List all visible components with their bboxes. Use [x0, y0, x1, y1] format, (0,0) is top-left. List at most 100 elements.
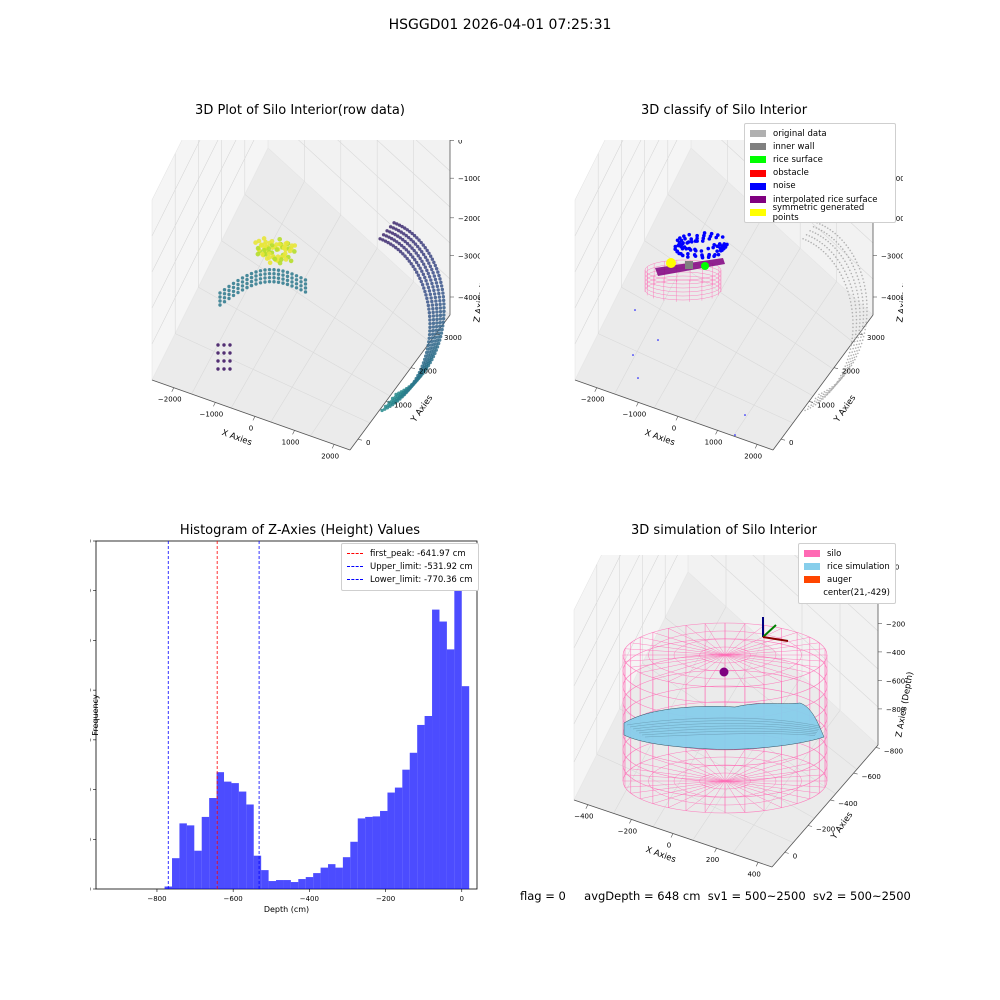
- legend-swatch: [750, 130, 766, 138]
- histogram-bar: [387, 792, 395, 889]
- grid-line: [644, 240, 834, 370]
- data-point: [832, 253, 835, 256]
- legend-item: auger: [804, 573, 890, 586]
- grid-line: [573, 555, 640, 687]
- data-point: [245, 285, 249, 290]
- data-point: [859, 314, 861, 317]
- data-point: [860, 342, 863, 345]
- data-point: [437, 328, 441, 332]
- legend-label: Lower_limit: -770.36 cm: [370, 574, 473, 585]
- data-point: [285, 274, 290, 279]
- data-point: [857, 264, 860, 267]
- flag-label: flag = 0: [520, 889, 566, 903]
- legend-swatch: [804, 576, 820, 584]
- data-point: [395, 399, 400, 403]
- grid-line: [710, 555, 879, 708]
- data-point: [860, 271, 862, 273]
- data-point: [835, 265, 837, 268]
- data-point: [421, 252, 426, 257]
- y-tick: [780, 438, 786, 441]
- data-point: [823, 244, 826, 247]
- histogram-bar: [253, 855, 262, 889]
- data-point: [426, 343, 430, 348]
- data-point: [836, 380, 839, 383]
- data-point: [292, 243, 298, 248]
- data-point: [864, 288, 867, 291]
- data-point: [419, 240, 423, 245]
- noise-point: [699, 249, 704, 253]
- x-tick: [331, 444, 335, 449]
- x-tick: [629, 819, 632, 824]
- data-point: [826, 389, 828, 392]
- data-point: [258, 277, 263, 281]
- data-point: [844, 260, 846, 263]
- data-point: [435, 338, 439, 343]
- data-point: [438, 306, 443, 310]
- y-tick: [853, 772, 858, 775]
- data-point: [434, 324, 439, 329]
- data-point: [294, 282, 299, 286]
- data-point: [862, 307, 865, 309]
- y-tick-label: 0: [366, 439, 370, 447]
- data-point: [810, 241, 812, 244]
- data-point: [820, 395, 822, 397]
- data-point: [441, 291, 445, 295]
- data-point: [218, 303, 222, 307]
- data-point: [842, 257, 844, 260]
- data-point: [267, 260, 273, 265]
- data-point: [403, 254, 407, 258]
- data-point: [222, 343, 226, 347]
- data-point: [434, 281, 439, 285]
- data-point: [285, 282, 290, 287]
- data-point: [862, 321, 864, 324]
- data-point: [852, 354, 855, 356]
- data-point: [851, 315, 854, 318]
- data-point: [416, 254, 420, 258]
- data-point: [845, 362, 848, 364]
- data-point: [236, 278, 240, 283]
- data-point: [249, 279, 254, 284]
- data-point: [272, 276, 276, 280]
- y-tick-label: −800: [884, 747, 903, 755]
- data-point: [818, 399, 820, 402]
- grid-line: [376, 140, 451, 208]
- data-point: [387, 235, 391, 239]
- data-point: [805, 239, 807, 241]
- data-point: [829, 229, 832, 231]
- data-point: [256, 238, 262, 244]
- data-point: [274, 247, 280, 252]
- noise-point: [679, 252, 683, 256]
- rice-surface-point: [701, 262, 709, 270]
- noise-point: [634, 309, 636, 311]
- noise-point: [693, 247, 697, 252]
- z-tick-label: −1000: [458, 175, 480, 183]
- data-point: [844, 372, 847, 375]
- data-point: [843, 368, 845, 371]
- grid-line: [574, 140, 624, 237]
- y-tick-label: 300: [90, 736, 91, 744]
- data-point: [831, 386, 833, 388]
- data-point: [405, 241, 410, 246]
- data-point: [411, 240, 416, 244]
- y-tick-label: 600: [90, 587, 91, 595]
- data-point: [819, 235, 822, 237]
- z-tick-label: −4000: [881, 294, 903, 302]
- data-point: [227, 288, 231, 293]
- data-point: [272, 280, 276, 284]
- data-point: [442, 313, 446, 317]
- legend-item: Upper_limit: -531.92 cm: [347, 560, 473, 573]
- data-point: [858, 349, 861, 351]
- x-tick-label: 2000: [321, 452, 339, 460]
- y-tick-label: 700: [90, 538, 91, 546]
- data-point: [818, 228, 820, 230]
- legend-item: interpolated rice surface: [750, 193, 890, 206]
- noise-point: [700, 253, 704, 257]
- data-point: [269, 242, 275, 248]
- data-point: [858, 267, 861, 270]
- data-point: [228, 367, 232, 371]
- data-point: [843, 241, 845, 244]
- data-point: [853, 356, 856, 359]
- data-point: [851, 311, 854, 314]
- data-point: [839, 237, 841, 239]
- data-point: [855, 329, 857, 332]
